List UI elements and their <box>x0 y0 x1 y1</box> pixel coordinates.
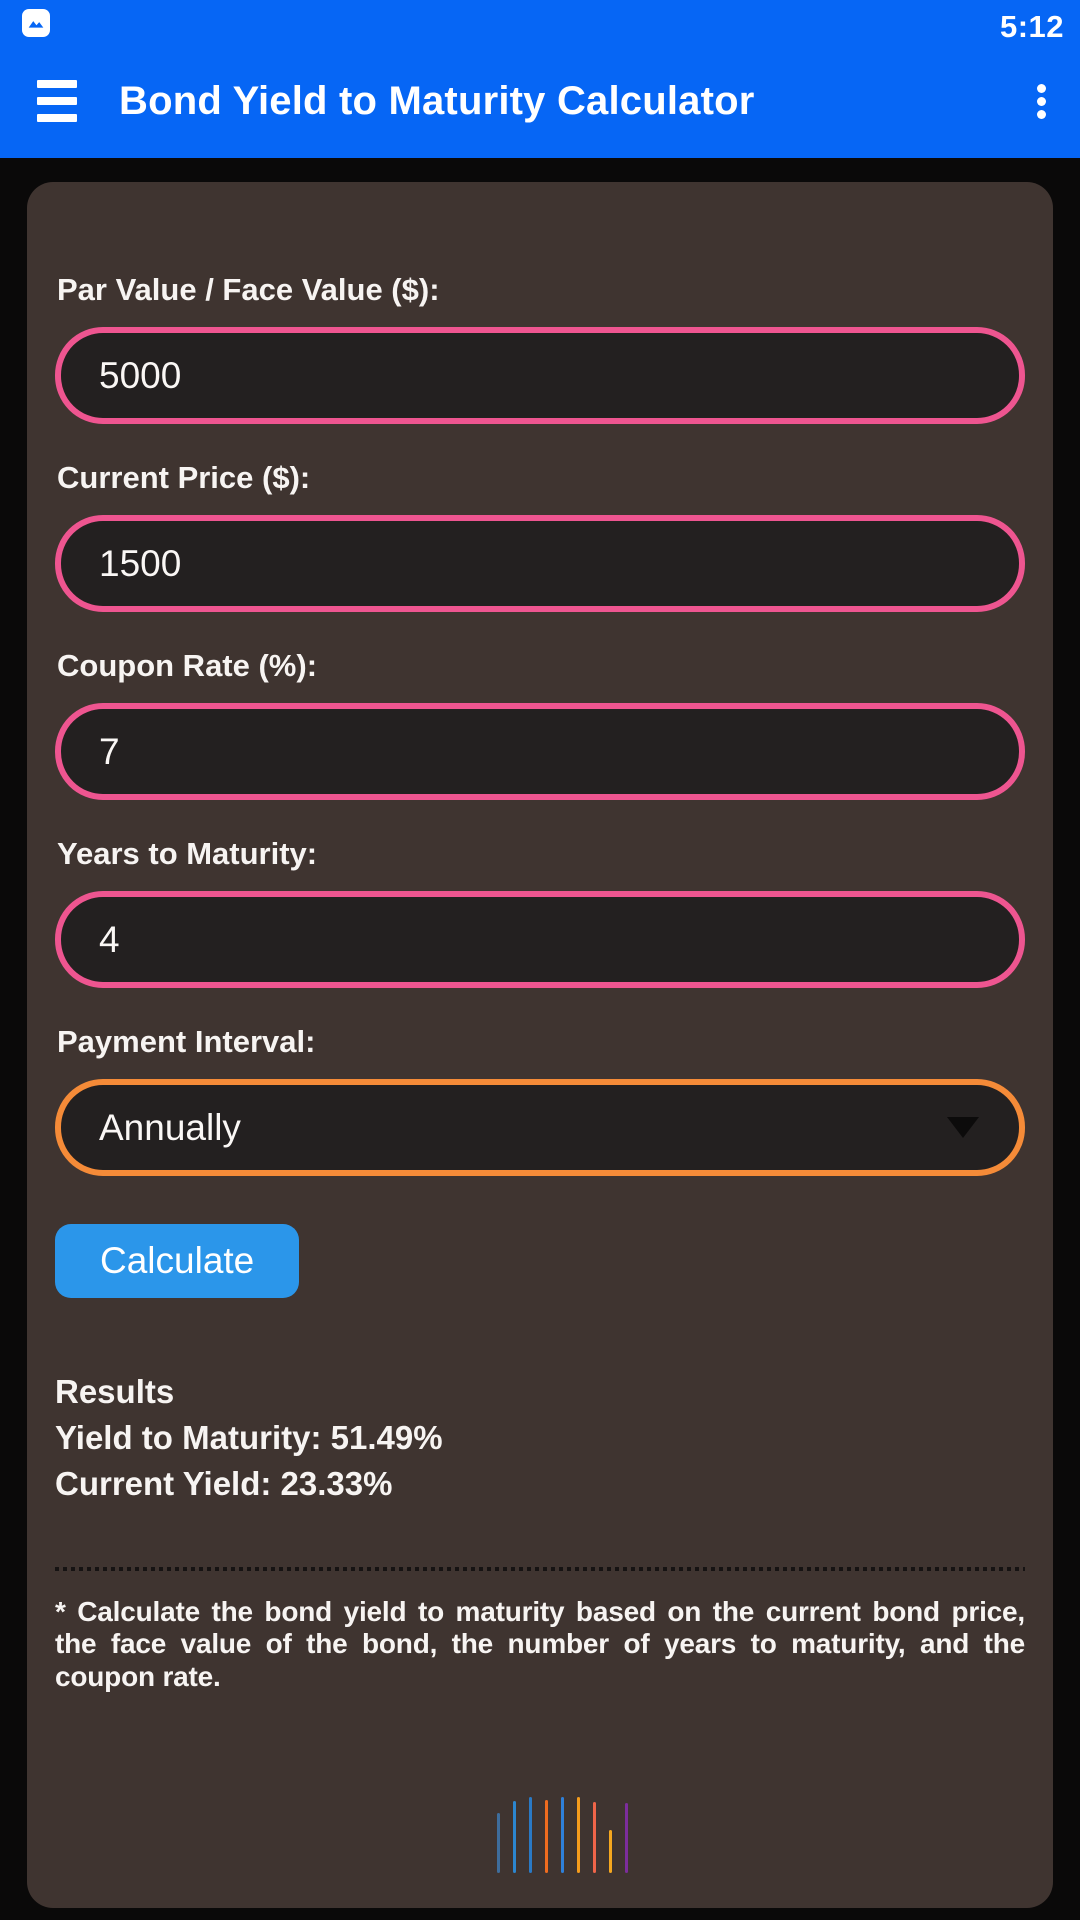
results-heading: Results <box>55 1373 175 1410</box>
logo-bar <box>528 1797 532 1874</box>
payment-interval-value: Annually <box>99 1106 241 1148</box>
coupon-rate-input[interactable] <box>55 703 1025 800</box>
logo-bar <box>512 1801 516 1874</box>
logo-bar <box>592 1802 596 1874</box>
yield-to-maturity-value: 51.49% <box>330 1419 443 1456</box>
current-yield-value: 23.33% <box>280 1465 393 1502</box>
par-value-input[interactable] <box>55 327 1025 424</box>
current-yield-label: Current Yield: <box>55 1465 281 1502</box>
page-title: Bond Yield to Maturity Calculator <box>119 78 755 123</box>
status-bar: 5:12 <box>0 0 1080 48</box>
calculator-card: Par Value / Face Value ($): Current Pric… <box>27 182 1053 1908</box>
coupon-rate-label: Coupon Rate (%): <box>57 648 318 683</box>
logo-bar <box>544 1800 548 1874</box>
status-time: 5:12 <box>999 9 1064 44</box>
logo-bar <box>608 1830 612 1874</box>
hamburger-menu-icon[interactable] <box>37 80 77 122</box>
logo-bar <box>560 1797 564 1874</box>
image-notification-icon <box>22 9 50 37</box>
current-yield-line: Current Yield: 23.33% <box>55 1461 1025 1507</box>
app-bar: Bond Yield to Maturity Calculator <box>0 48 1080 154</box>
logo-bar <box>496 1813 500 1874</box>
payment-interval-select[interactable]: Annually <box>55 1079 1025 1176</box>
logo-bar <box>624 1803 628 1874</box>
dotted-divider <box>55 1567 1025 1571</box>
yield-to-maturity-label: Yield to Maturity: <box>55 1419 331 1456</box>
footnote-text: * Calculate the bond yield to maturity b… <box>55 1596 1025 1692</box>
calculate-button[interactable]: Calculate <box>55 1224 300 1298</box>
overflow-menu-icon[interactable] <box>1029 78 1054 125</box>
years-to-maturity-input[interactable] <box>55 891 1025 988</box>
logo-bar <box>576 1797 580 1874</box>
years-to-maturity-label: Years to Maturity: <box>57 836 318 871</box>
results-section: Results Yield to Maturity: 51.49% Curren… <box>55 1368 1025 1507</box>
yield-to-maturity-line: Yield to Maturity: 51.49% <box>55 1415 1025 1461</box>
current-price-label: Current Price ($): <box>57 460 311 495</box>
par-value-label: Par Value / Face Value ($): <box>57 272 440 307</box>
current-price-input[interactable] <box>55 515 1025 612</box>
payment-interval-label: Payment Interval: <box>57 1024 316 1059</box>
equalizer-logo <box>77 1795 1047 1874</box>
chevron-down-icon <box>947 1117 979 1138</box>
header: 5:12 Bond Yield to Maturity Calculator <box>0 0 1080 158</box>
